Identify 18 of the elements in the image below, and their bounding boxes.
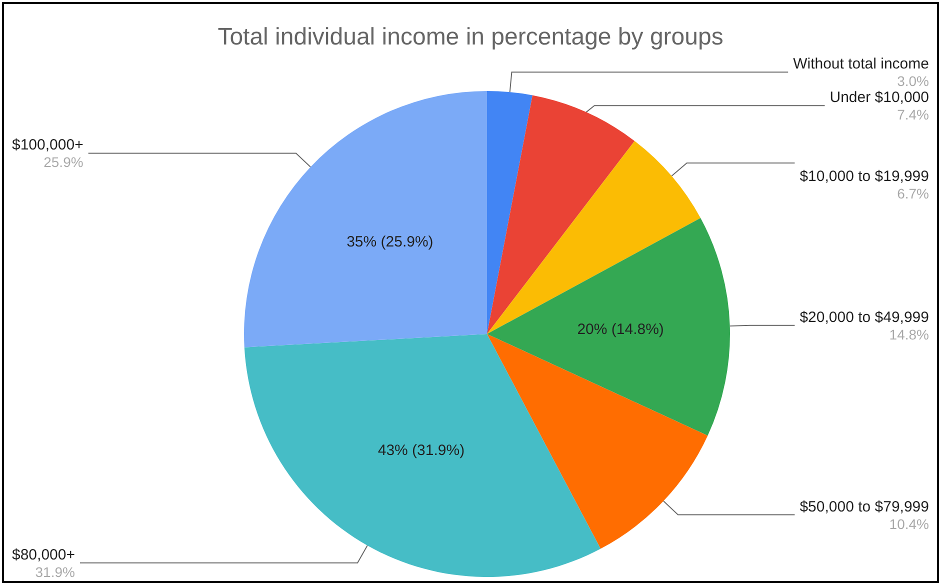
data-label: 10.4%: [889, 516, 929, 532]
data-label: 14.8%: [889, 326, 929, 342]
text: 20% (14.8%): [577, 321, 664, 338]
slice-label: $50,000 to $79,999: [800, 498, 929, 516]
slice-label: Without total income: [793, 56, 929, 73]
data-label: 31.9%: [35, 564, 75, 580]
text: 43% (31.9%): [378, 442, 465, 459]
data-label: 6.7%: [897, 186, 929, 202]
slice-label: $100,000+: [12, 136, 84, 154]
data-label: 7.4%: [897, 106, 929, 123]
text: 35% (25.9%): [346, 234, 434, 251]
data-label: 3.0%: [897, 73, 929, 90]
slice-label: Under $10,000: [830, 89, 929, 106]
slice-label: $20,000 to $49,999: [800, 308, 929, 326]
slice-label: $80,000+: [12, 546, 76, 564]
data-label: 25.9%: [44, 154, 84, 170]
slice-label: $10,000 to $19,999: [800, 168, 929, 186]
chart-title: Total individual income in percentage by groups: [218, 24, 724, 50]
